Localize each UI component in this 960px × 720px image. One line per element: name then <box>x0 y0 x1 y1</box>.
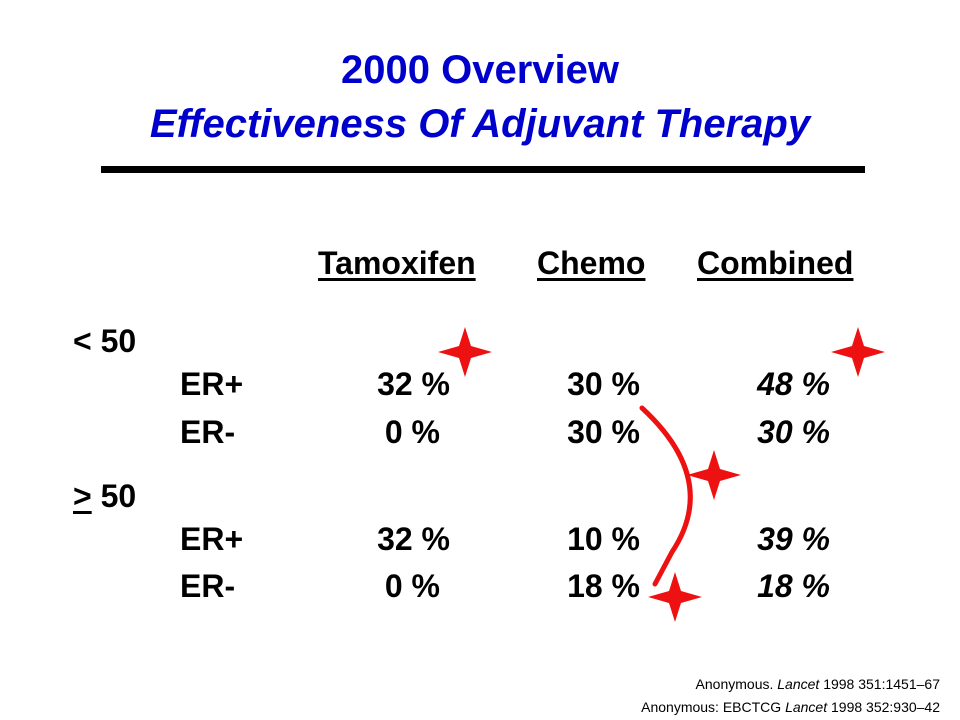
red-four-point-star-icon <box>648 572 702 622</box>
reference-2: Anonymous: EBCTCG Lancet 1998 352:930–42 <box>641 700 940 714</box>
row-label: ER+ <box>180 521 244 557</box>
reference-author: Anonymous. <box>695 676 778 692</box>
slide-title: 2000 Overview <box>341 48 619 92</box>
cell-tamoxifen: 0 % <box>384 568 440 604</box>
group-value: 50 <box>91 478 137 514</box>
reference-author: Anonymous: EBCTCG <box>641 699 786 715</box>
cell-chemo: 18 % <box>567 568 640 604</box>
title-divider <box>101 166 865 173</box>
group-symbol: > <box>73 478 92 514</box>
group-label-under-50: < 50 <box>73 325 136 357</box>
reference-journal: Lancet <box>785 699 828 715</box>
group-value: 50 <box>91 323 137 359</box>
header-chemo: Chemo <box>537 245 646 281</box>
group-label-over-50: > 50 <box>73 480 136 512</box>
red-four-point-star-icon <box>831 327 885 377</box>
reference-1: Anonymous. Lancet 1998 351:1451–67 <box>696 677 940 691</box>
cell-chemo: 30 % <box>567 366 640 402</box>
cell-chemo: 10 % <box>567 521 640 557</box>
cell-combined: 18 % <box>757 568 830 604</box>
row-label: ER- <box>180 568 236 604</box>
curved-bracket <box>639 405 693 587</box>
reference-journal: Lancet <box>777 676 820 692</box>
row-label: ER+ <box>180 366 244 402</box>
row-label: ER- <box>180 414 236 450</box>
header-combined: Combined <box>697 245 854 281</box>
slide-subtitle: Effectiveness Of Adjuvant Therapy <box>149 102 811 146</box>
cell-chemo: 30 % <box>567 414 640 450</box>
header-tamoxifen: Tamoxifen <box>318 245 476 281</box>
cell-combined: 30 % <box>757 414 830 450</box>
reference-citation: 1998 351:1451–67 <box>819 676 940 692</box>
group-symbol: < <box>73 323 92 359</box>
cell-tamoxifen: 32 % <box>377 366 450 402</box>
cell-tamoxifen: 0 % <box>384 414 440 450</box>
red-four-point-star-icon <box>687 450 741 500</box>
cell-combined: 48 % <box>757 366 830 402</box>
cell-tamoxifen: 32 % <box>377 521 450 557</box>
cell-combined: 39 % <box>757 521 830 557</box>
reference-citation: 1998 352:930–42 <box>827 699 940 715</box>
